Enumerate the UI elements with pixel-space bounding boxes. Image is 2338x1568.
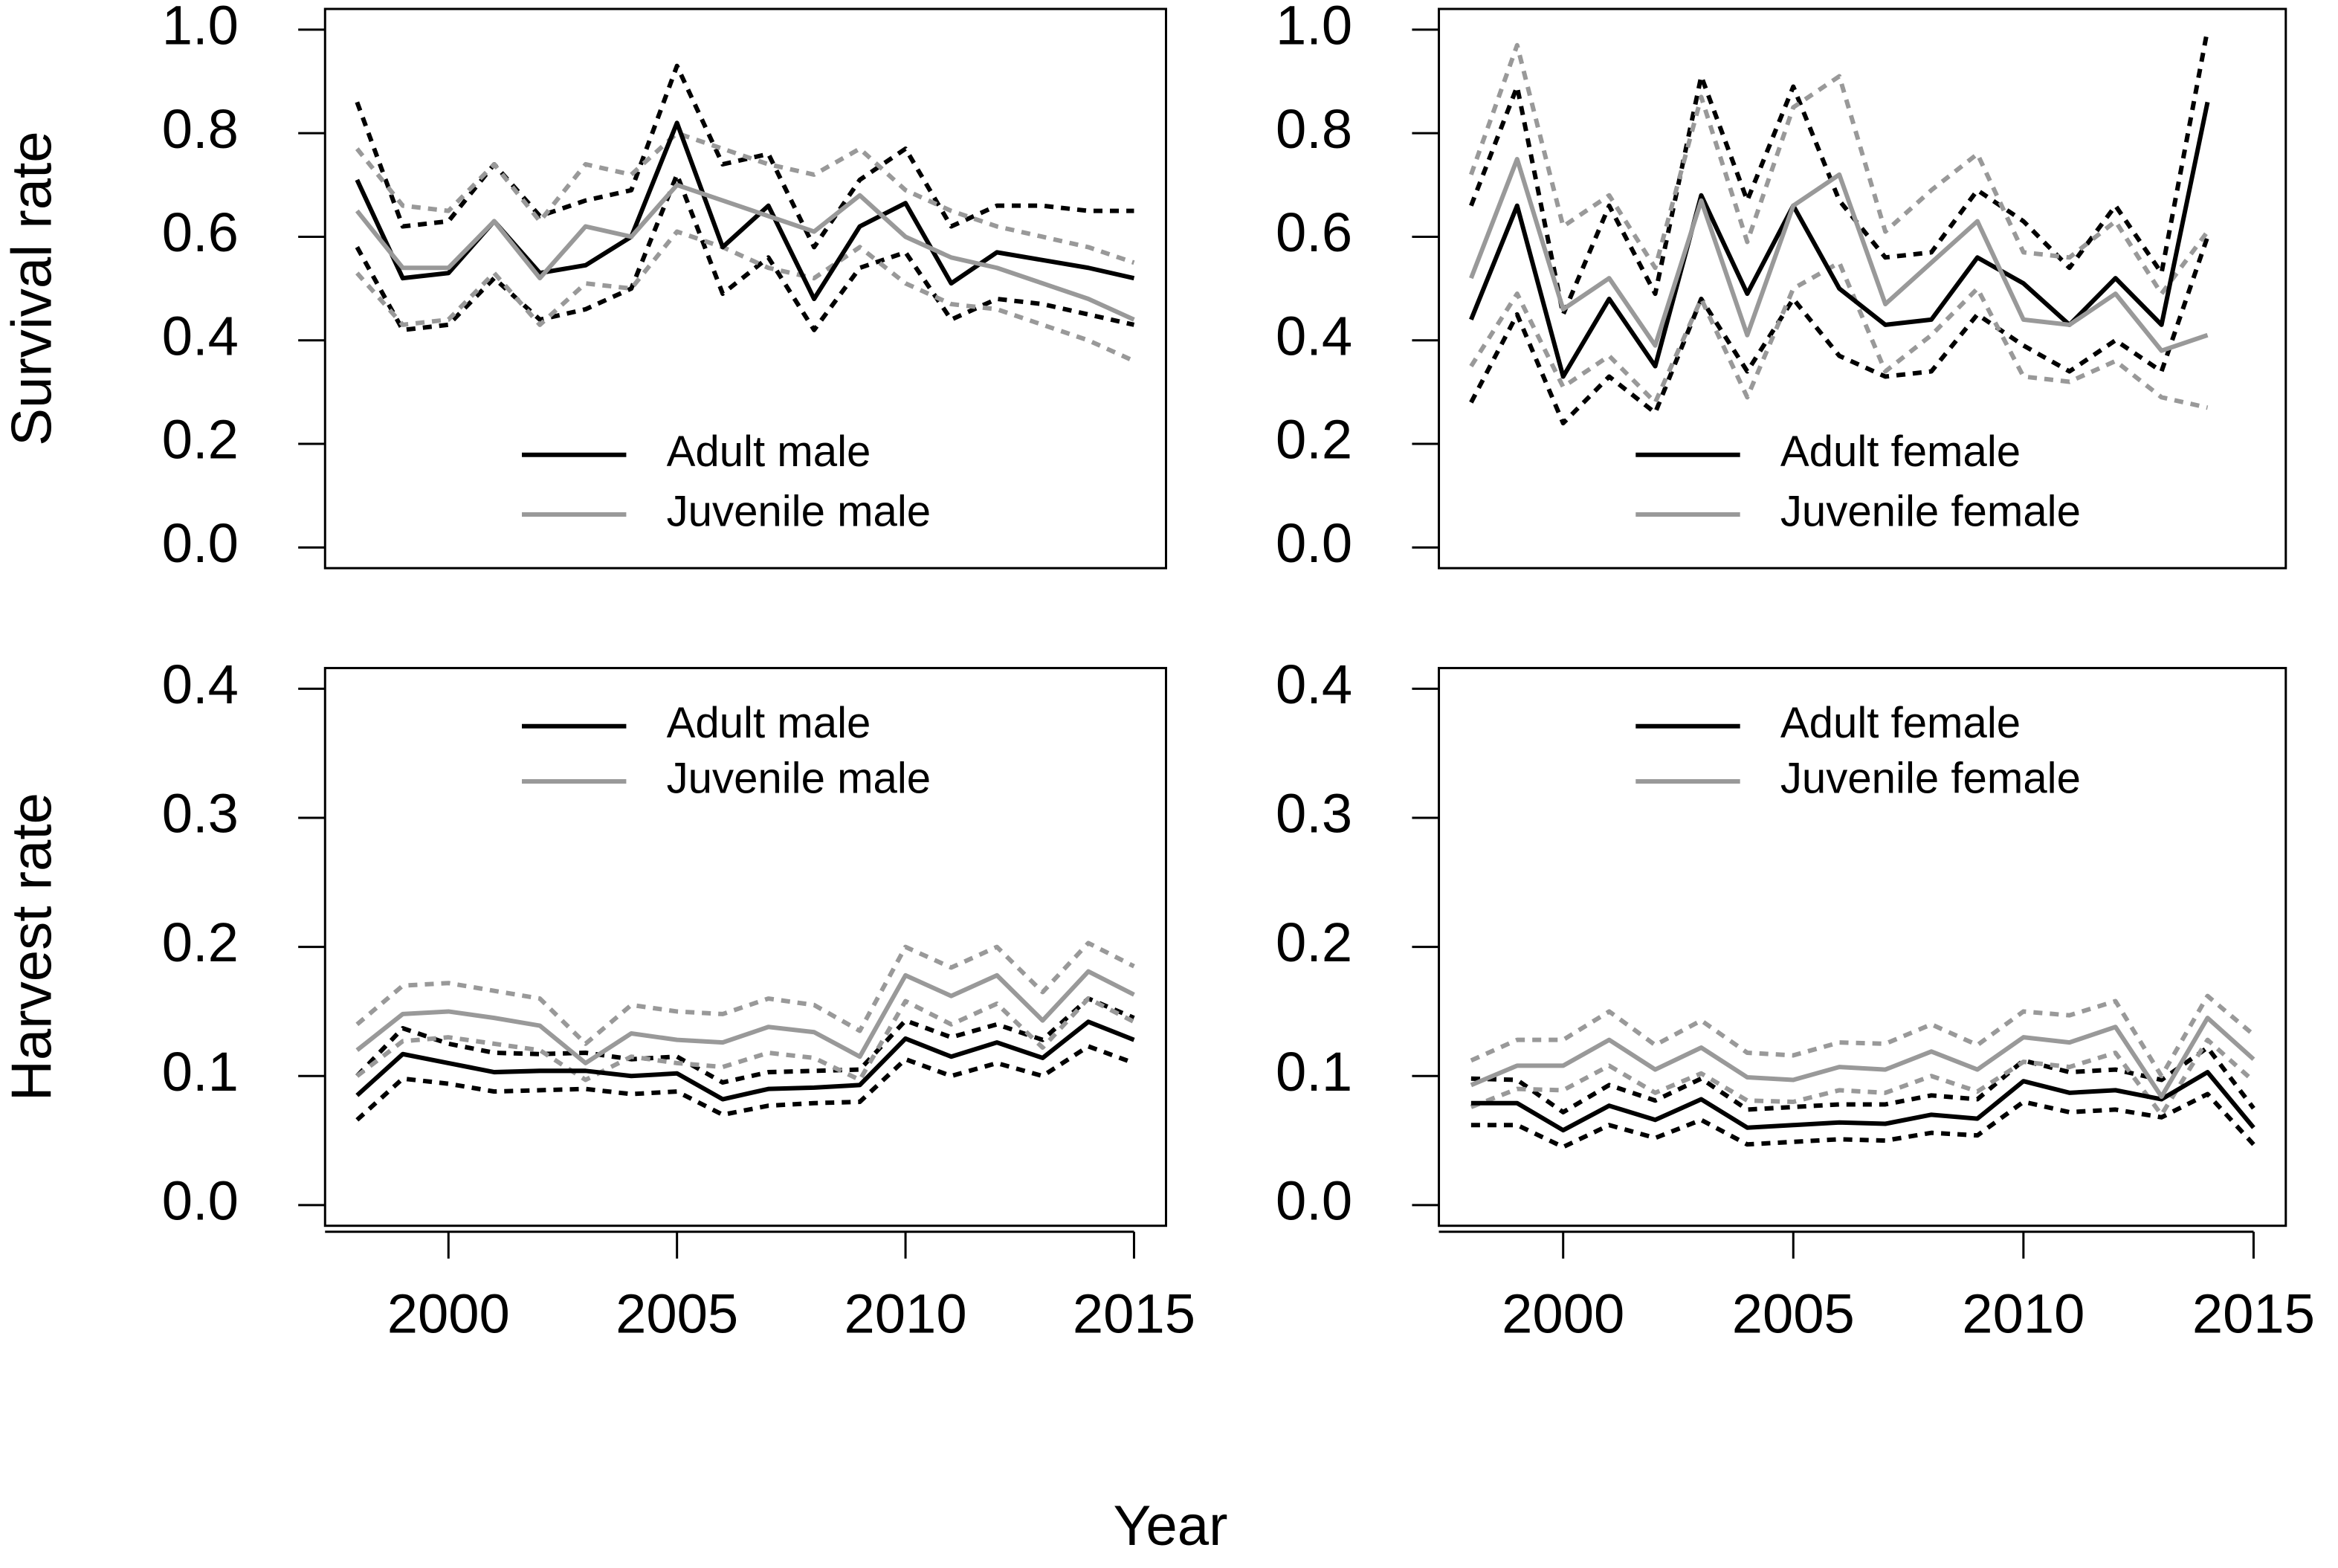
x-tick-label: 2000	[1502, 1283, 1624, 1345]
legend-label: Adult female	[1780, 428, 2021, 476]
y-tick-label: 0.6	[1276, 201, 1352, 263]
series-line	[355, 969, 1135, 1065]
y-tick-label: 0.0	[1276, 512, 1352, 574]
y-tick-label: 0.2	[162, 409, 239, 471]
y-tick-label: 0.4	[162, 654, 239, 715]
legend-label: Adult male	[667, 428, 871, 476]
y-axis-label: Survival rate	[0, 131, 63, 446]
y-tick-label: 0.2	[1276, 912, 1352, 973]
series-line	[1469, 156, 2209, 353]
legend-label: Juvenile female	[1780, 487, 2081, 535]
y-tick-label: 0.2	[162, 912, 239, 973]
series-line	[1470, 1016, 2255, 1100]
y-tick-label: 1.0	[1276, 0, 1352, 57]
y-tick-label: 0.4	[1276, 305, 1352, 367]
confidence-line	[1470, 1037, 2255, 1117]
confidence-line	[1470, 1091, 2255, 1149]
y-tick-label: 0.4	[1276, 654, 1352, 715]
x-tick-label: 2005	[616, 1283, 738, 1345]
x-tick-label: 2015	[1073, 1283, 1195, 1345]
confidence-line	[1469, 236, 2210, 426]
y-tick-label: 1.0	[162, 0, 239, 57]
x-tick-label: 2010	[1962, 1283, 2084, 1345]
y-tick-label: 0.3	[1276, 783, 1352, 845]
y-tick-label: 0.6	[162, 201, 239, 263]
confidence-line	[355, 996, 1135, 1085]
y-tick-label: 0.2	[1276, 409, 1352, 471]
plot-frame	[1438, 7, 2287, 570]
confidence-line	[355, 172, 1135, 332]
confidence-line	[1469, 42, 2209, 297]
y-tick-label: 0.1	[1276, 1041, 1352, 1103]
legend-label: Juvenile female	[1780, 754, 2081, 802]
x-tick-label: 2015	[2192, 1283, 2315, 1345]
y-tick-label: 0.8	[1276, 98, 1352, 160]
x-tick-label: 2000	[387, 1283, 510, 1345]
y-tick-label: 0.8	[162, 98, 239, 160]
plot-frame	[323, 7, 1167, 570]
legend-label: Juvenile male	[667, 754, 931, 802]
y-axis-label: Harvest rate	[0, 793, 63, 1101]
legend-label: Juvenile male	[667, 487, 931, 535]
series-line	[355, 1019, 1135, 1102]
confidence-line	[355, 229, 1135, 364]
legend-label: Adult female	[1780, 699, 2021, 747]
y-tick-label: 0.1	[162, 1041, 239, 1103]
confidence-line	[355, 63, 1134, 250]
series-line	[1469, 101, 2210, 379]
x-tick-label: 2005	[1732, 1283, 1855, 1345]
confidence-line	[355, 131, 1135, 265]
confidence-line	[355, 996, 1135, 1083]
series-line	[1470, 1070, 2255, 1133]
y-tick-label: 0.4	[162, 305, 239, 367]
y-tick-label: 0.0	[162, 1170, 239, 1232]
x-tick-label: 2010	[845, 1283, 967, 1345]
confidence-line	[355, 1044, 1135, 1122]
legend-label: Adult male	[667, 699, 871, 747]
x-axis-label: Year	[1114, 1494, 1228, 1558]
confidence-line	[1470, 993, 2255, 1079]
y-tick-label: 0.0	[162, 512, 239, 574]
y-tick-label: 0.0	[1276, 1170, 1352, 1232]
y-tick-label: 0.3	[162, 783, 239, 845]
series-line	[355, 182, 1135, 322]
